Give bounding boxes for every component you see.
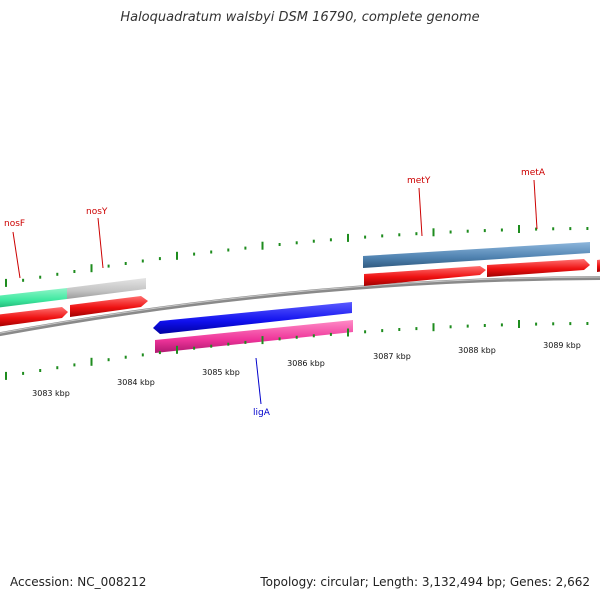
kbp-label: 3086 kbp xyxy=(287,359,325,368)
ligA-label-line xyxy=(255,357,262,405)
cds-arrow xyxy=(364,266,486,286)
kbp-label: 3083 kbp xyxy=(32,389,70,398)
cds-arrow xyxy=(487,259,590,277)
gene-label-metY: metY xyxy=(407,176,431,186)
map-title: Haloquadratum walsbyi DSM 16790, complet… xyxy=(120,10,480,25)
metA-label-line xyxy=(533,179,538,230)
lower-tick-row xyxy=(5,320,589,380)
genome-backbone-highlight xyxy=(0,276,600,334)
kbp-label: 3089 kbp xyxy=(543,341,581,350)
gene-label-nosF: nosF xyxy=(4,219,25,229)
gene-label-metA: metA xyxy=(521,168,546,178)
gene-label-ligA: ligA xyxy=(253,408,271,418)
nosF-gene xyxy=(0,288,67,308)
kbp-label: 3084 kbp xyxy=(117,378,155,387)
gene-label-nosY: nosY xyxy=(86,207,108,217)
ligA-gene xyxy=(153,302,352,334)
genome-backbone xyxy=(0,276,600,337)
cds-arrow xyxy=(597,259,600,272)
accession-text: Accession: NC_008212 xyxy=(10,575,147,589)
ligA-cds xyxy=(155,320,353,353)
nosF-label-line xyxy=(12,231,21,279)
metY-label-line xyxy=(418,187,423,237)
metY-metA-gene xyxy=(363,242,590,268)
upper-tick-row xyxy=(5,225,589,287)
nosY-gene xyxy=(67,278,146,299)
kbp-label: 3085 kbp xyxy=(202,368,240,377)
cds-arrow xyxy=(70,296,148,317)
kbp-label: 3087 kbp xyxy=(373,352,411,361)
genome-summary-text: Topology: circular; Length: 3,132,494 bp… xyxy=(260,575,590,589)
kbp-label: 3088 kbp xyxy=(458,346,496,355)
cds-arrow xyxy=(0,307,68,327)
nosY-label-line xyxy=(97,217,104,269)
